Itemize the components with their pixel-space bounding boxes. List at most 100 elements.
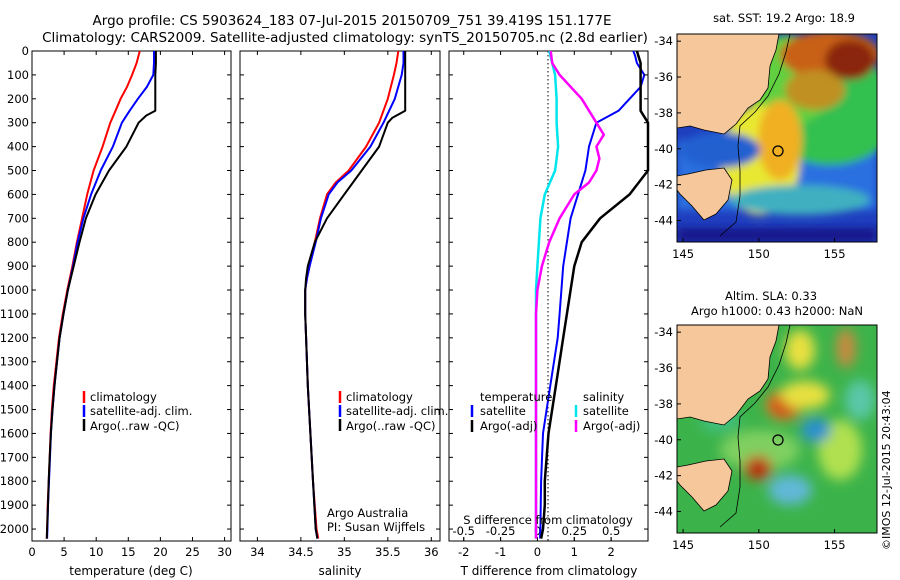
float-position-marker	[772, 145, 784, 157]
salinity-series	[304, 50, 407, 539]
lat-tick-label: -38	[654, 397, 673, 411]
x-tick-label: 0	[534, 545, 541, 559]
sst-heatmap	[677, 34, 877, 242]
x-tick-label: 20	[153, 545, 168, 559]
x-tick-label: -0.5	[453, 524, 475, 538]
t-difference-xlabel: T difference from climatology	[460, 564, 638, 578]
depth-tick-label: 200	[7, 92, 29, 106]
sst-map-title: sat. SST: 19.2 Argo: 18.9	[713, 11, 855, 25]
depth-tick-label: 300	[7, 116, 29, 130]
sla-heatmap	[677, 325, 877, 533]
depth-tick-label: 1300	[0, 355, 29, 369]
temperature-legend: climatology satellite-adj. clim. Argo(..…	[82, 390, 192, 433]
lat-tick-label: -42	[654, 469, 673, 483]
legend-climatology: climatology	[346, 390, 413, 404]
depth-tick-label: 1800	[0, 474, 29, 488]
x-tick-label: 34.5	[288, 545, 314, 559]
series-line-argo-raw-qc	[304, 51, 407, 539]
difference-panel: -2 -1 0 1 2 -0.5 -0.25 0 0.25 0.5 T difference f…	[448, 50, 650, 578]
lon-tick-label: 145	[672, 538, 694, 552]
x-tick-label: 0	[28, 545, 35, 559]
float-position-marker	[772, 434, 784, 446]
difference-legend-salinity: salinity satellite Argo(-adj)	[574, 390, 640, 433]
lat-tick-label: -42	[654, 178, 673, 192]
lat-tick-label: -38	[654, 106, 673, 120]
lat-tick-label: -34	[654, 34, 673, 48]
x-tick-label: 15	[121, 545, 136, 559]
depth-tick-label: 900	[7, 259, 29, 273]
lat-tick-label: -44	[654, 504, 673, 518]
x-tick-label: 34	[250, 545, 265, 559]
x-tick-label: 35.5	[375, 545, 401, 559]
x-tick-label: -2	[458, 545, 469, 559]
sst-map-panel: sat. SST: 19.2 Argo: 18.9 -34 -36	[654, 11, 878, 261]
x-tick-label: 0.25	[561, 524, 587, 538]
s-difference-xlabel: S difference from climatology	[463, 513, 633, 527]
x-tick-label: 0	[534, 524, 541, 538]
depth-tick-label: 600	[7, 187, 29, 201]
lat-tick-label: -40	[654, 142, 673, 156]
lon-tick-label: 155	[824, 247, 846, 261]
depth-tick-label: 1900	[0, 498, 29, 512]
lat-tick-label: -34	[654, 325, 673, 339]
sla-map-title: Altim. SLA: 0.33	[725, 289, 817, 303]
x-tick-label: -0.25	[486, 524, 516, 538]
legend-temperature-title: temperature	[480, 390, 552, 404]
legend-satellite-adj: satellite-adj. clim.	[346, 404, 448, 418]
lon-tick-label: 150	[748, 247, 770, 261]
x-tick-label: 0.5	[602, 524, 620, 538]
depth-tick-label: 1100	[0, 307, 29, 321]
x-tick-label: 10	[89, 545, 104, 559]
series-line-argo-raw-qc	[45, 51, 157, 539]
lat-tick-label: -36	[654, 361, 673, 375]
temperature-panel: 0100200300400500600700800900100011001200…	[0, 44, 232, 578]
provider-annotation: Argo Australia	[327, 506, 408, 520]
temperature-xlabel: temperature (deg C)	[69, 564, 192, 578]
depth-tick-label: 1400	[0, 379, 29, 393]
depth-tick-label: 500	[7, 164, 29, 178]
sla-map-lon-ticks: 145 150 155	[672, 529, 846, 552]
salinity-legend: climatology satellite-adj. clim. Argo(..…	[338, 390, 448, 433]
depth-tick-label: 100	[7, 68, 29, 82]
depth-tick-label: 1000	[0, 283, 29, 297]
legend-t-satellite: satellite	[480, 404, 526, 418]
lat-tick-label: -40	[654, 433, 673, 447]
temperature-x-ticks: 0 5 10 15 20 25 30	[28, 51, 232, 559]
legend-argo-raw: Argo(..raw -QC)	[90, 419, 180, 433]
x-tick-label: 30	[217, 545, 232, 559]
sla-map-subtitle: Argo h1000: 0.43 h2000: NaN	[691, 304, 863, 318]
legend-salinity-title: salinity	[583, 390, 624, 404]
salinity-x-ticks: 34 34.5 35 35.5 36	[250, 51, 439, 559]
depth-tick-label: 1200	[0, 331, 29, 345]
temperature-plot-frame	[31, 50, 232, 542]
sst-map-lon-ticks: 145 150 155	[672, 238, 846, 261]
difference-series	[534, 50, 650, 539]
lat-tick-label: -36	[654, 70, 673, 84]
legend-s-satellite: satellite	[583, 404, 629, 418]
figure-title-line2: Climatology: CARS2009. Satellite-adjuste…	[42, 30, 648, 46]
depth-tick-label: 700	[7, 211, 29, 225]
legend-argo-raw: Argo(..raw -QC)	[346, 419, 436, 433]
lon-tick-label: 150	[748, 538, 770, 552]
salinity-xlabel: salinity	[318, 564, 361, 578]
x-tick-label: -1	[495, 545, 506, 559]
depth-tick-label: 1500	[0, 403, 29, 417]
depth-tick-label: 1700	[0, 450, 29, 464]
depth-tick-label: 800	[7, 235, 29, 249]
figure-title-line1: Argo profile: CS 5903624_183 07-Jul-2015…	[93, 13, 612, 29]
depth-axis-labels: 0 100 200 300 400 500 600 700 800 900 1000 1100 1200…	[0, 44, 29, 536]
depth-tick-label: 0	[22, 44, 29, 58]
pi-annotation: PI: Susan Wijffels	[327, 520, 425, 534]
x-tick-label: 1	[571, 545, 578, 559]
lat-tick-label: -44	[654, 213, 673, 227]
temperature-series	[45, 50, 157, 539]
x-tick-label: 5	[60, 545, 67, 559]
depth-tick-label: 2000	[0, 522, 29, 536]
s-difference-x-ticks: -0.5 -0.25 0 0.25 0.5	[453, 524, 620, 541]
lon-tick-label: 155	[824, 538, 846, 552]
salinity-panel: 34 34.5 35 35.5 36 salinity climatology sate…	[239, 50, 448, 578]
lon-tick-label: 145	[672, 247, 694, 261]
legend-s-argo: Argo(-adj)	[583, 419, 640, 433]
depth-tick-label: 400	[7, 140, 29, 154]
